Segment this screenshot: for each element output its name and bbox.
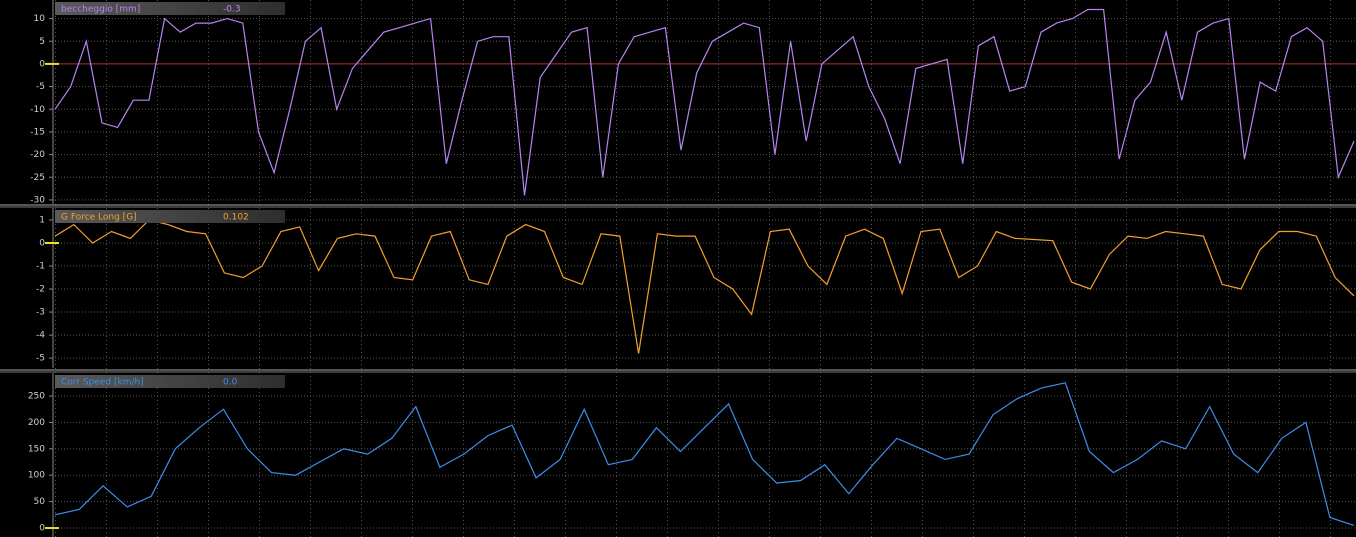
y-tick-label: -10	[30, 105, 45, 115]
y-tick-label: 200	[28, 418, 45, 428]
y-tick-label: -5	[36, 354, 45, 364]
channel-name: Corr Speed [km/h]	[61, 378, 144, 388]
y-tick-label: -5	[36, 82, 45, 92]
y-tick-label: 150	[28, 444, 45, 454]
header-bar	[55, 375, 285, 388]
channel-name: G Force Long [G]	[61, 213, 137, 223]
y-tick-label: 5	[39, 37, 45, 47]
channel-name: beccheggio [mm]	[61, 5, 140, 15]
y-tick-label: -15	[30, 127, 45, 137]
y-tick-label: 0	[39, 59, 45, 69]
y-tick-label: 0	[39, 238, 45, 248]
header-bar	[55, 210, 285, 223]
data-line	[54, 219, 1355, 354]
channel-readout: 0.0	[223, 378, 238, 388]
y-tick-label: -25	[30, 173, 45, 183]
y-tick-label: -30	[30, 195, 45, 205]
y-tick-label: 10	[34, 14, 46, 24]
channel-readout: -0.3	[223, 5, 241, 15]
y-tick-label: 250	[28, 392, 45, 402]
y-tick-label: 0	[39, 524, 45, 534]
channel-readout: 0.102	[223, 213, 249, 223]
vertical-grid	[55, 0, 1356, 537]
data-line	[54, 8, 1355, 196]
y-tick-label: 1	[39, 215, 45, 225]
y-tick-label: -20	[30, 150, 45, 160]
y-tick-label: -3	[36, 308, 45, 318]
y-tick-label: 50	[34, 497, 46, 507]
y-tick-label: -2	[36, 285, 45, 295]
y-tick-label: -4	[36, 331, 45, 341]
y-tick-label: 100	[28, 471, 45, 481]
y-tick-label: -1	[36, 262, 45, 272]
header-bar	[55, 2, 285, 15]
data-line	[54, 382, 1355, 526]
